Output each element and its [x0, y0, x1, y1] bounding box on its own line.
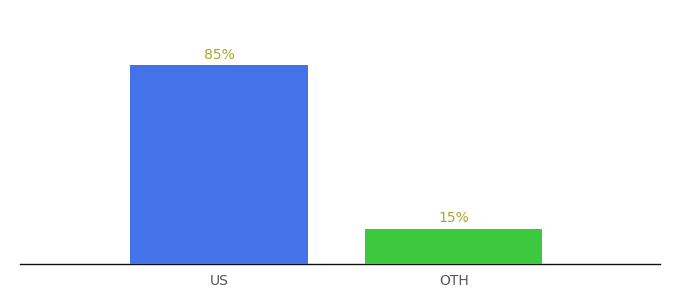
Bar [131, 65, 308, 264]
Bar [365, 229, 543, 264]
Text: 15%: 15% [439, 212, 469, 225]
Text: 85%: 85% [204, 48, 235, 62]
